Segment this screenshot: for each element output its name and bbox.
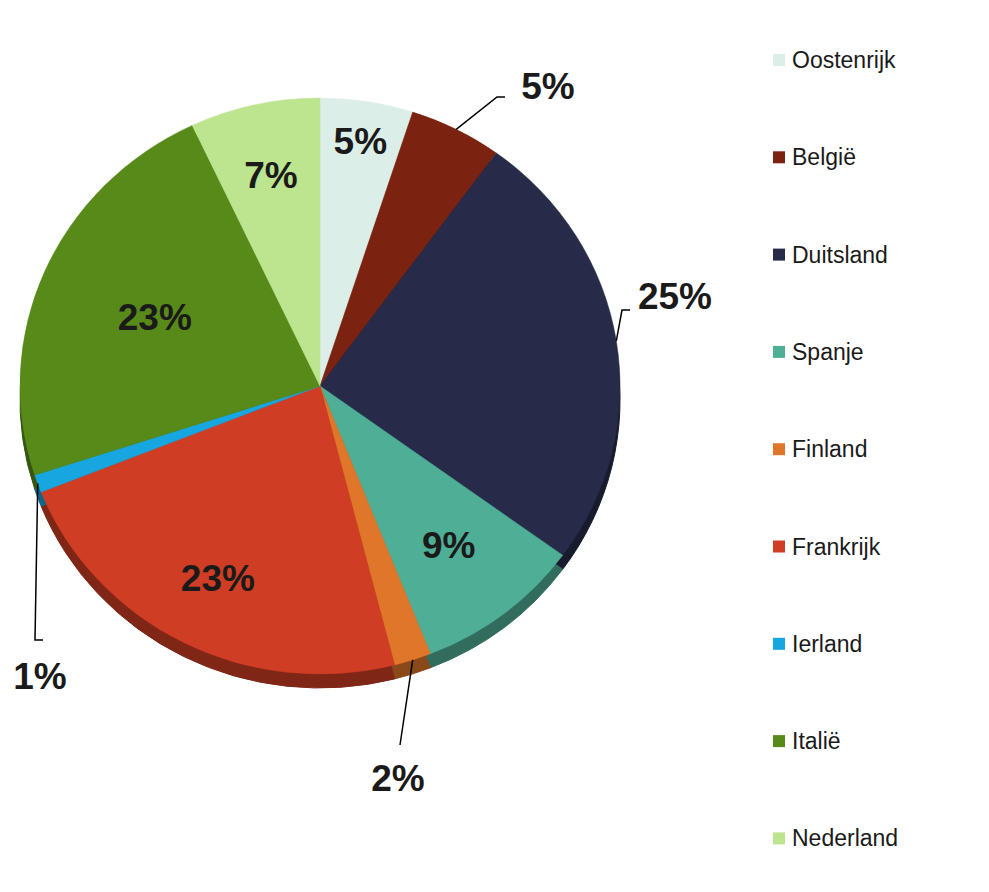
data-label: 1% — [13, 656, 66, 697]
data-label: 23% — [118, 297, 192, 338]
legend-label: Spanje — [792, 339, 864, 365]
legend: Oostenrijk België Duitsland Spanje Finland Fr… — [773, 47, 898, 851]
legend-swatch — [773, 346, 785, 358]
legend-swatch — [773, 638, 785, 650]
legend-label: Italië — [792, 728, 841, 754]
leader-lines — [35, 97, 630, 745]
legend-label: België — [792, 144, 856, 170]
data-label: 7% — [244, 155, 297, 196]
legend-swatch — [773, 832, 785, 844]
legend-label: Ierland — [792, 631, 862, 657]
legend-label: Oostenrijk — [792, 47, 896, 73]
legend-swatch — [773, 735, 785, 747]
legend-label: Finland — [792, 436, 867, 462]
data-label: 23% — [181, 558, 255, 599]
slice — [192, 98, 320, 386]
legend-label: Duitsland — [792, 242, 888, 268]
leader-line — [400, 660, 413, 745]
leader-line — [35, 484, 43, 640]
legend-swatch — [773, 541, 785, 553]
data-label: 2% — [371, 758, 424, 799]
legend-label: Frankrijk — [792, 534, 881, 560]
leader-line — [456, 97, 505, 129]
data-label: 25% — [638, 276, 712, 317]
data-label: 5% — [521, 66, 574, 107]
legend-label: Nederland — [792, 825, 898, 851]
chart: 5% 5% 25% 9% 2% 23% 1% 23% 7% Oostenrijk België Dui… — [0, 0, 989, 892]
legend-swatch — [773, 54, 785, 66]
legend-swatch — [773, 443, 785, 455]
legend-swatch — [773, 249, 785, 261]
data-labels: 5% 5% 25% 9% 2% 23% 1% 23% 7% — [13, 66, 712, 799]
leader-line — [616, 310, 630, 341]
pie — [20, 98, 620, 674]
data-label: 5% — [334, 121, 387, 162]
slice — [20, 125, 320, 475]
data-label: 9% — [422, 525, 475, 566]
legend-swatch — [773, 151, 785, 163]
